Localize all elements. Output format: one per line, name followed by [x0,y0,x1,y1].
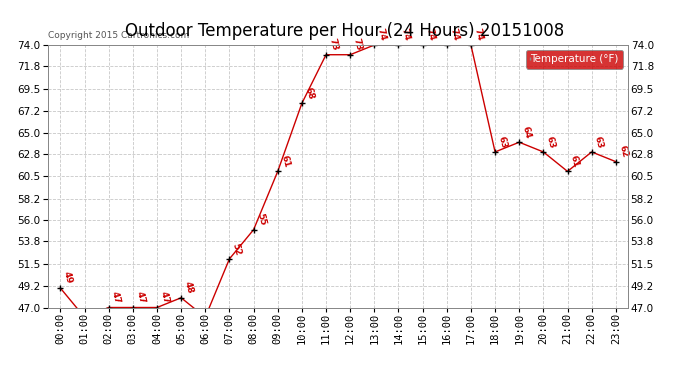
Text: 46: 46 [0,374,1,375]
Text: 46: 46 [0,374,1,375]
Text: 64: 64 [521,125,533,140]
Text: 74: 74 [376,28,388,42]
Text: 52: 52 [231,242,243,256]
Text: Copyright 2015 Cartronics.com: Copyright 2015 Cartronics.com [48,31,190,40]
Text: 73: 73 [328,38,339,52]
Text: 74: 74 [448,28,460,42]
Text: 47: 47 [135,290,146,305]
Text: 63: 63 [497,135,509,149]
Text: 73: 73 [352,38,364,52]
Text: 62: 62 [618,144,629,159]
Text: 47: 47 [159,290,170,305]
Text: 61: 61 [569,154,581,169]
Text: 48: 48 [183,280,195,295]
Text: 68: 68 [304,86,315,100]
Text: 74: 74 [424,28,436,42]
Text: 49: 49 [62,271,74,285]
Text: 63: 63 [593,135,605,149]
Text: 61: 61 [279,154,291,169]
Text: 63: 63 [545,135,557,149]
Text: Outdoor Temperature per Hour (24 Hours) 20151008: Outdoor Temperature per Hour (24 Hours) … [126,22,564,40]
Text: 74: 74 [400,28,412,42]
Legend: Temperature (°F): Temperature (°F) [526,50,622,69]
Text: 74: 74 [473,28,484,42]
Text: 55: 55 [255,213,267,227]
Text: 47: 47 [110,290,122,305]
